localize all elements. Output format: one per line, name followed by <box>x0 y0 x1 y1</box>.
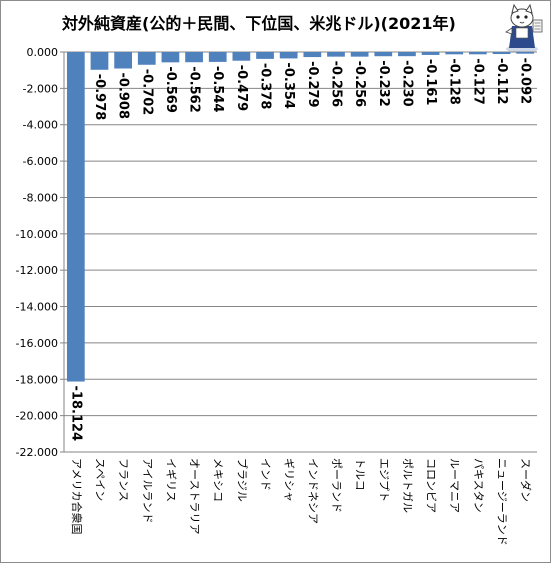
category-label: アイルランド <box>141 458 154 523</box>
y-tick-label: -8.000 <box>23 191 58 204</box>
data-label: -0.354 <box>281 62 296 109</box>
data-label: -0.256 <box>328 61 343 108</box>
category-label: ブラジル <box>235 458 249 502</box>
category-label: ニュージーランド <box>496 458 509 546</box>
bar <box>279 52 298 59</box>
y-tick-labels: 0.000 -2.000 -4.000 -6.000 -8.000 -10.000 -12.… <box>16 46 58 459</box>
y-tick-label: -20.000 <box>16 410 58 423</box>
data-labels: -18.124 -0.978 -0.908 -0.702 -0.569 -0.562 -0.… <box>68 58 532 441</box>
y-tick-label: -22.000 <box>16 446 58 459</box>
bar <box>232 52 251 61</box>
bar <box>66 52 85 382</box>
gridlines <box>64 51 537 453</box>
category-label: ポルトガル <box>401 458 414 513</box>
data-label: -0.230 <box>399 60 414 107</box>
y-axis <box>60 51 65 453</box>
bar <box>327 52 345 57</box>
data-label: -0.479 <box>234 65 249 112</box>
data-label: -0.569 <box>163 66 178 113</box>
data-label: -0.378 <box>258 63 273 110</box>
category-label: オーストラリア <box>188 458 201 534</box>
category-labels: アメリカ合衆国 スペイン フランス アイルランド イギリス オーストラリア メキシコ ブラジル… <box>70 458 533 546</box>
bar <box>256 52 274 59</box>
data-label: -0.128 <box>447 58 462 105</box>
y-tick-label: -10.000 <box>16 228 58 241</box>
category-label: メキシコ <box>212 458 225 502</box>
bar <box>398 52 416 57</box>
category-label: アメリカ合衆国 <box>70 458 84 534</box>
bar <box>350 52 369 57</box>
bar <box>208 52 227 62</box>
category-label: スペイン <box>93 458 106 501</box>
category-label: ギリシャ <box>283 458 296 502</box>
y-tick-label: -2.000 <box>23 82 58 95</box>
bar <box>374 52 393 57</box>
bar <box>492 52 511 55</box>
data-label: -0.161 <box>423 59 438 106</box>
bar <box>469 52 487 55</box>
bars <box>66 52 535 382</box>
y-tick-label: -14.000 <box>16 301 58 314</box>
category-label: コロンビア <box>425 458 438 513</box>
category-label: ルーマニア <box>448 458 461 513</box>
bar <box>421 52 440 55</box>
y-tick-label: -18.000 <box>16 373 58 386</box>
category-label: ポーランド <box>330 458 343 513</box>
data-label: -0.544 <box>210 66 225 113</box>
bar <box>185 52 203 63</box>
y-tick-label: -16.000 <box>16 337 58 350</box>
chart-title: 対外純資産(公的＋民間、下位国、米兆ドル)(2021年) <box>62 14 456 33</box>
category-label: スーダン <box>519 458 533 502</box>
bar <box>137 52 156 65</box>
data-label: -0.112 <box>494 58 509 105</box>
data-label: -0.127 <box>470 58 485 105</box>
y-tick-label: -6.000 <box>23 155 58 168</box>
data-label: -0.232 <box>376 60 391 107</box>
data-label: -0.978 <box>92 74 107 121</box>
data-label: -0.092 <box>518 58 533 105</box>
y-tick-label: -12.000 <box>16 264 58 277</box>
category-label: トルコ <box>354 458 367 491</box>
data-label: -0.256 <box>352 61 367 108</box>
bar <box>90 52 109 70</box>
y-tick-label: -4.000 <box>23 119 58 132</box>
data-label: -0.908 <box>116 73 131 120</box>
data-label: -0.562 <box>187 66 202 113</box>
bar <box>445 52 464 55</box>
category-label: エジプト <box>377 458 390 502</box>
category-label: パキスタン <box>472 458 485 513</box>
category-label: フランス <box>117 458 130 502</box>
category-label: イギリス <box>164 458 177 502</box>
bar <box>161 52 180 63</box>
category-label: インドネシア <box>306 458 319 524</box>
bar <box>303 52 322 58</box>
bar <box>114 52 132 69</box>
bar <box>516 52 535 54</box>
data-label: -0.702 <box>139 69 154 116</box>
category-label: インド <box>259 458 272 491</box>
data-label: -18.124 <box>68 386 83 442</box>
y-tick-label: 0.000 <box>27 46 59 59</box>
data-label: -0.279 <box>305 61 320 108</box>
cat-mascot-icon <box>505 3 543 53</box>
